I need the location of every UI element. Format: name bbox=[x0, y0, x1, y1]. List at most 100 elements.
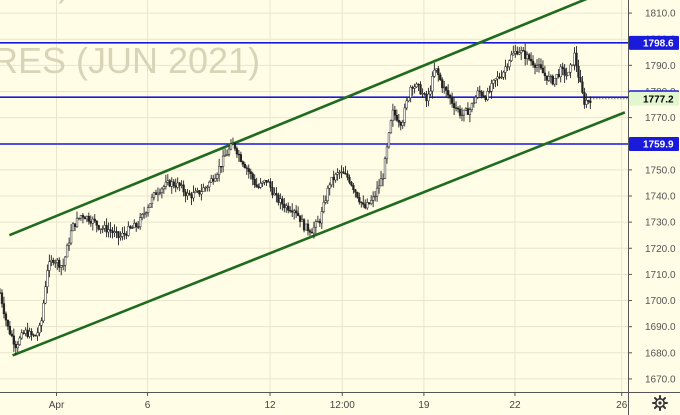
candle bbox=[67, 237, 71, 251]
candle-body bbox=[502, 71, 505, 78]
candle-body bbox=[429, 90, 432, 95]
candle bbox=[587, 99, 590, 105]
y-tick-label: 1680.0 bbox=[645, 348, 676, 359]
candle bbox=[490, 79, 493, 99]
candle bbox=[180, 180, 183, 189]
candle-body bbox=[364, 204, 367, 209]
candle bbox=[275, 187, 278, 203]
candle-body bbox=[427, 93, 430, 102]
candle-body bbox=[18, 337, 21, 345]
candle-body bbox=[431, 76, 434, 92]
candle bbox=[439, 72, 442, 81]
candle bbox=[312, 221, 316, 239]
candle bbox=[524, 43, 527, 66]
candle-body bbox=[34, 335, 37, 337]
candle-body bbox=[38, 325, 41, 334]
candle-body bbox=[585, 100, 588, 105]
candle bbox=[129, 225, 132, 230]
candle bbox=[494, 78, 497, 88]
candle-body bbox=[531, 60, 535, 66]
candle-body bbox=[190, 194, 193, 199]
candle bbox=[362, 195, 365, 208]
candle bbox=[154, 189, 158, 195]
candle-body bbox=[131, 227, 134, 229]
candle-body bbox=[48, 261, 51, 271]
candle-body bbox=[308, 230, 312, 233]
candle bbox=[24, 327, 27, 337]
candle bbox=[296, 206, 300, 217]
candle-body bbox=[81, 215, 85, 218]
candle-body bbox=[405, 100, 408, 109]
candle bbox=[152, 191, 156, 201]
candle-body bbox=[510, 54, 513, 61]
candle bbox=[391, 103, 395, 127]
gear-icon[interactable] bbox=[652, 395, 668, 411]
candle bbox=[36, 327, 39, 341]
candle bbox=[364, 199, 367, 210]
candle bbox=[441, 77, 444, 93]
watermark-line-2: RES (JUN 2021) bbox=[0, 40, 260, 81]
candle-body bbox=[375, 187, 379, 197]
candle bbox=[75, 211, 79, 228]
candle-body bbox=[448, 94, 452, 99]
candle bbox=[448, 93, 452, 105]
candle bbox=[64, 256, 67, 272]
candle bbox=[533, 62, 537, 75]
candle bbox=[162, 184, 166, 194]
candle bbox=[496, 71, 499, 87]
candle bbox=[265, 180, 268, 186]
candle bbox=[539, 58, 543, 70]
candle-body bbox=[277, 194, 280, 203]
candle bbox=[393, 105, 397, 121]
candle-body bbox=[64, 256, 67, 266]
candle-body bbox=[200, 191, 203, 195]
candle-body bbox=[285, 205, 288, 209]
candle-body bbox=[198, 190, 201, 195]
candle-body bbox=[439, 74, 442, 80]
candle bbox=[142, 206, 146, 219]
candle bbox=[259, 177, 262, 189]
candle bbox=[464, 107, 468, 112]
candle-body bbox=[445, 86, 448, 91]
candle bbox=[217, 158, 221, 182]
time-axis[interactable]: Apr 6 12 12:00 19 22 26 bbox=[0, 392, 680, 411]
settings-button[interactable] bbox=[652, 395, 668, 411]
candle-body bbox=[433, 69, 436, 77]
y-tick-label: 1790.0 bbox=[645, 61, 676, 72]
candle bbox=[261, 181, 264, 187]
candle-body bbox=[229, 143, 233, 150]
candle-body bbox=[24, 329, 27, 334]
candle-body bbox=[273, 193, 276, 196]
candle-body bbox=[241, 161, 244, 165]
candle bbox=[375, 180, 379, 202]
price-axis[interactable]: 1670.0 1680.0 1690.0 1700.0 1710.0 1720.0 1730… bbox=[628, 0, 676, 415]
level-badge-bg bbox=[629, 136, 679, 151]
candle bbox=[166, 174, 169, 186]
candle bbox=[368, 202, 371, 205]
candle-body bbox=[417, 83, 420, 86]
candle bbox=[219, 166, 223, 174]
channel-line-lower bbox=[12, 111, 626, 357]
level-badge-label: 1798.6 bbox=[643, 38, 674, 49]
candle bbox=[69, 224, 73, 245]
candle bbox=[454, 101, 458, 112]
candle-body bbox=[571, 64, 574, 66]
candle-body bbox=[411, 87, 414, 89]
candle bbox=[71, 222, 75, 232]
candle-body bbox=[73, 223, 77, 227]
candle-body bbox=[95, 220, 98, 226]
candle bbox=[555, 73, 558, 86]
candle-body bbox=[174, 185, 177, 188]
candle-body bbox=[366, 202, 369, 209]
candle-body bbox=[105, 225, 108, 233]
candle bbox=[360, 201, 363, 208]
candle bbox=[326, 185, 329, 204]
candle-body bbox=[524, 50, 527, 59]
candle-body bbox=[393, 109, 397, 116]
candle bbox=[12, 328, 15, 352]
candle bbox=[565, 67, 568, 80]
candle bbox=[18, 335, 21, 346]
level-badge: 1798.6 bbox=[629, 35, 679, 50]
candle-body bbox=[397, 120, 400, 123]
